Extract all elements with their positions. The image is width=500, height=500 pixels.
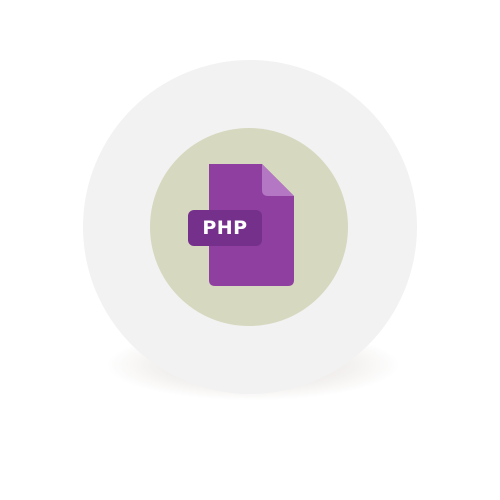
file-fold: [262, 164, 294, 196]
label-badge: [188, 210, 262, 246]
php-file-icon: PHP: [188, 164, 298, 288]
file-type-label: PHP: [202, 217, 248, 239]
file-graphic: [188, 164, 294, 286]
